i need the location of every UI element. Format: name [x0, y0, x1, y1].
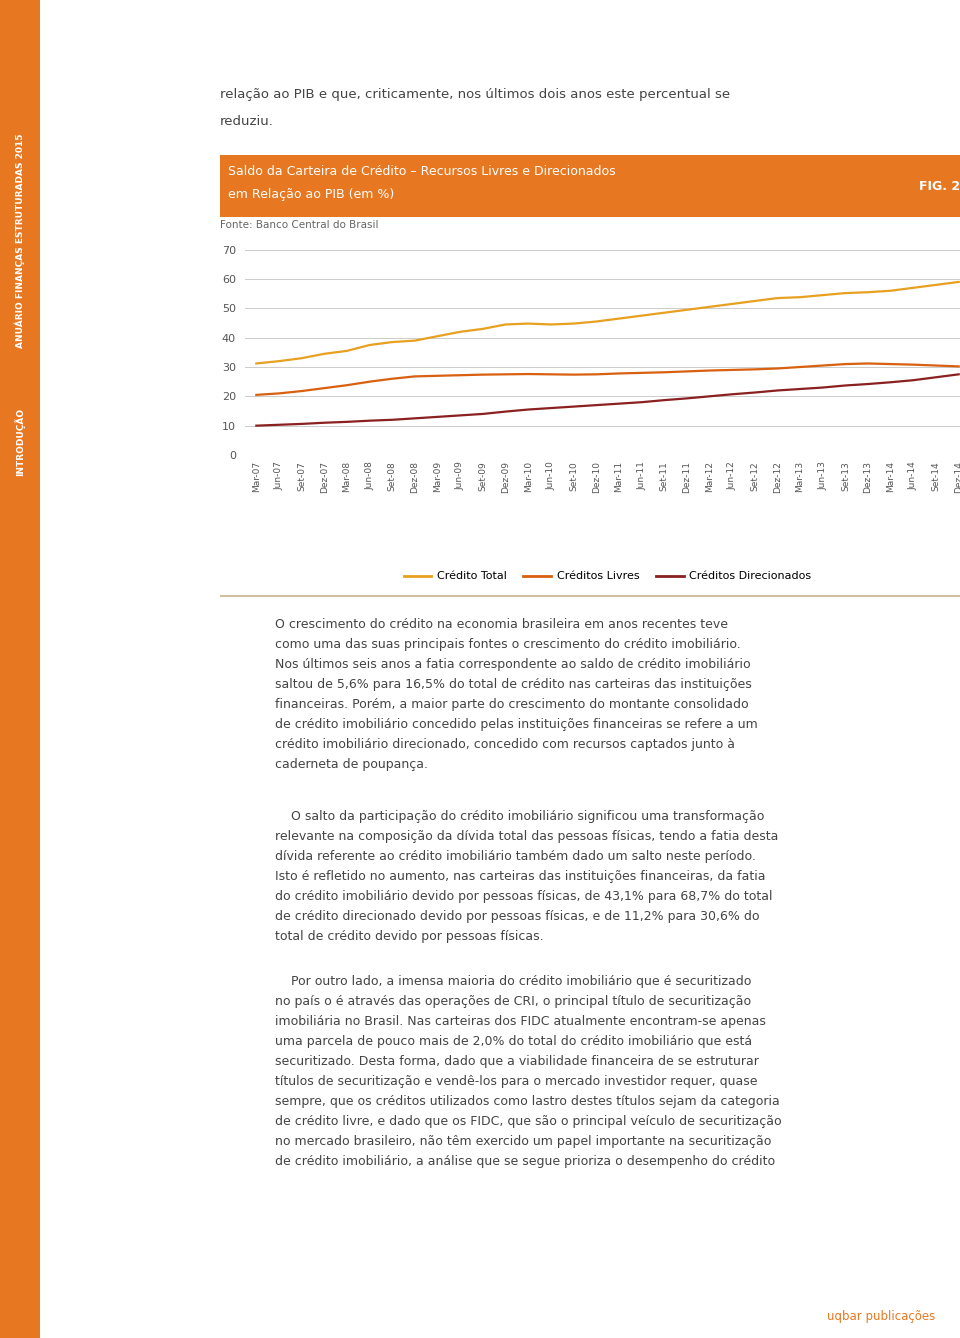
Text: uqbar publicações: uqbar publicações [827, 1310, 935, 1323]
Bar [220, 155, 960, 217]
Text: Saldo da Carteira de Crédito – Recursos Livres e Direcionados: Saldo da Carteira de Crédito – Recursos … [228, 165, 615, 178]
Text: Por outro lado, a imensa maioria do crédito imobiliário que é securitizado
no pa: Por outro lado, a imensa maioria do créd… [275, 975, 781, 1168]
Text: O crescimento do crédito na economia brasileira em anos recentes teve
como uma d: O crescimento do crédito na economia bra… [275, 618, 757, 771]
Text: O salto da participação do crédito imobiliário significou uma transformação
rele: O salto da participação do crédito imobi… [275, 809, 779, 943]
Legend: Crédito Total, Créditos Livres, Créditos Direcionados: Crédito Total, Créditos Livres, Créditos… [399, 567, 816, 586]
Text: FIG. 2: FIG. 2 [919, 179, 960, 193]
Text: relação ao PIB e que, criticamente, nos últimos dois anos este percentual se: relação ao PIB e que, criticamente, nos … [220, 88, 731, 100]
Bar [220, 595, 960, 597]
Text: ANUÁRIO FINANÇAS ESTRUTURADAS 2015: ANUÁRIO FINANÇAS ESTRUTURADAS 2015 [14, 134, 25, 348]
Text: Fonte: Banco Central do Brasil: Fonte: Banco Central do Brasil [220, 219, 378, 230]
Text: em Relação ao PIB (em %): em Relação ao PIB (em %) [228, 189, 395, 201]
Text: INTRODUÇÃO: INTRODUÇÃO [14, 408, 26, 475]
Text: reduziu.: reduziu. [220, 115, 274, 128]
